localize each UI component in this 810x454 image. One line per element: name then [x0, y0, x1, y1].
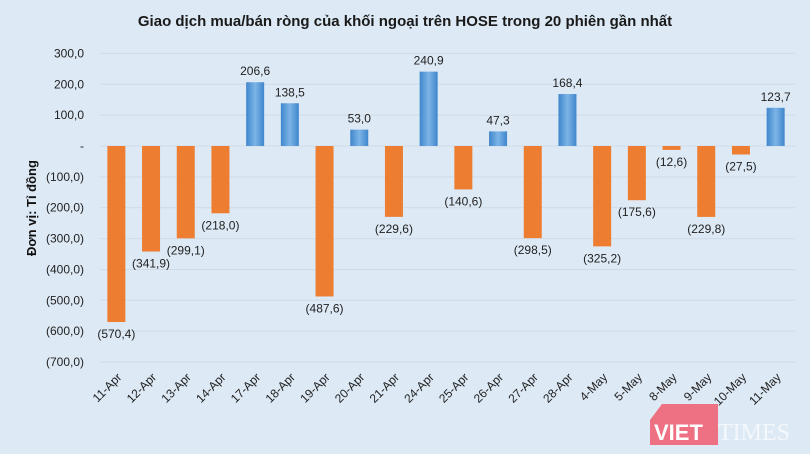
x-tick-label: 21-Apr: [367, 370, 402, 405]
chart-title: Giao dịch mua/bán ròng của khối ngoại tr…: [138, 13, 672, 30]
bar-27-Apr: [523, 146, 542, 239]
x-tick-label: 11-Apr: [90, 370, 125, 405]
bar-19-Apr: [315, 146, 334, 297]
svg-text:VIET: VIET: [654, 420, 703, 445]
bar-20-Apr: [350, 129, 369, 146]
x-tick-label: 9-May: [681, 370, 714, 403]
x-tick-label: 14-Apr: [193, 370, 228, 405]
x-tick-label: 10-May: [711, 370, 749, 408]
x-tick-label: 18-Apr: [263, 370, 298, 405]
data-label: 206,6: [240, 64, 270, 78]
y-axis-ticks: 300,0 200,0 100,0 - (100,0) (200,0) (300,0) (40…: [46, 46, 84, 369]
data-label: (341,9): [132, 257, 170, 271]
data-label: (570,4): [97, 327, 135, 341]
bar-8-May: [662, 146, 681, 150]
viettimes-logo: VIET TIMES: [650, 404, 790, 446]
bar-25-Apr: [454, 146, 473, 190]
y-tick-label: (700,0): [46, 355, 84, 369]
data-label: (218,0): [201, 218, 239, 232]
bar-13-Apr: [176, 146, 195, 239]
bar-17-Apr: [246, 82, 265, 146]
data-label: 47,3: [486, 113, 510, 127]
bar-18-Apr: [280, 103, 299, 146]
y-tick-label: 100,0: [54, 108, 84, 122]
data-labels: (570,4) (341,9)(299,1) (218,0) 206,6 138,5 (4…: [97, 54, 791, 341]
y-tick-label: -: [80, 139, 84, 153]
data-label: 240,9: [414, 54, 444, 68]
y-tick-label: (400,0): [46, 262, 84, 276]
x-tick-label: 26-Apr: [471, 370, 506, 405]
x-tick-label: 17-Apr: [228, 370, 263, 405]
data-label: 53,0: [348, 112, 372, 126]
bar-4-May: [593, 146, 612, 247]
bar-12-Apr: [142, 146, 161, 252]
svg-text:TIMES: TIMES: [718, 420, 790, 446]
x-tick-label: 13-Apr: [158, 370, 193, 405]
x-tick-label: 12-Apr: [124, 370, 159, 405]
x-tick-label: 8-May: [646, 370, 679, 403]
x-tick-label: 19-Apr: [297, 370, 332, 405]
bar-10-May: [731, 146, 750, 155]
data-label: (325,2): [583, 251, 621, 265]
data-label: (299,1): [167, 243, 205, 257]
bar-14-Apr: [211, 146, 230, 214]
bar-11-May: [766, 107, 785, 146]
data-label: (27,5): [725, 159, 756, 173]
bar-24-Apr: [419, 71, 438, 146]
data-label: 123,7: [761, 90, 791, 104]
data-label: (175,6): [618, 205, 656, 219]
y-tick-label: (200,0): [46, 201, 84, 215]
bar-5-May: [627, 146, 646, 201]
x-tick-label: 4-May: [577, 370, 610, 403]
data-label: (140,6): [444, 194, 482, 208]
bars: [107, 71, 785, 323]
y-tick-label: 200,0: [54, 77, 84, 91]
bar-26-Apr: [489, 131, 508, 146]
y-tick-label: 300,0: [54, 46, 84, 60]
y-axis-label: Đơn vị: Tỉ đồng: [24, 160, 39, 256]
bar-28-Apr: [558, 94, 577, 146]
data-label: 168,4: [552, 76, 582, 90]
x-axis-ticks: 11-Apr 12-Apr 13-Apr 14-Apr 17-Apr 18-Apr 19-A…: [90, 370, 784, 408]
x-tick-label: 20-Apr: [332, 370, 367, 405]
bar-21-Apr: [384, 146, 403, 217]
x-tick-label: 28-Apr: [540, 370, 575, 405]
data-label: (298,5): [514, 243, 552, 257]
x-tick-label: 11-May: [746, 370, 784, 408]
y-tick-label: (500,0): [46, 293, 84, 307]
x-tick-label: 27-Apr: [505, 370, 540, 405]
data-label: (12,6): [656, 155, 687, 169]
x-tick-label: 5-May: [611, 370, 644, 403]
y-tick-label: (600,0): [46, 324, 84, 338]
y-tick-label: (300,0): [46, 232, 84, 246]
data-label: (229,8): [687, 222, 725, 236]
y-tick-label: (100,0): [46, 170, 84, 184]
data-label: 138,5: [275, 85, 305, 99]
x-tick-label: 25-Apr: [436, 370, 471, 405]
data-label: (487,6): [306, 301, 344, 315]
data-label: (229,6): [375, 222, 413, 236]
x-tick-label: 24-Apr: [401, 370, 436, 405]
bar-11-Apr: [107, 146, 126, 323]
bar-9-May: [697, 146, 716, 217]
